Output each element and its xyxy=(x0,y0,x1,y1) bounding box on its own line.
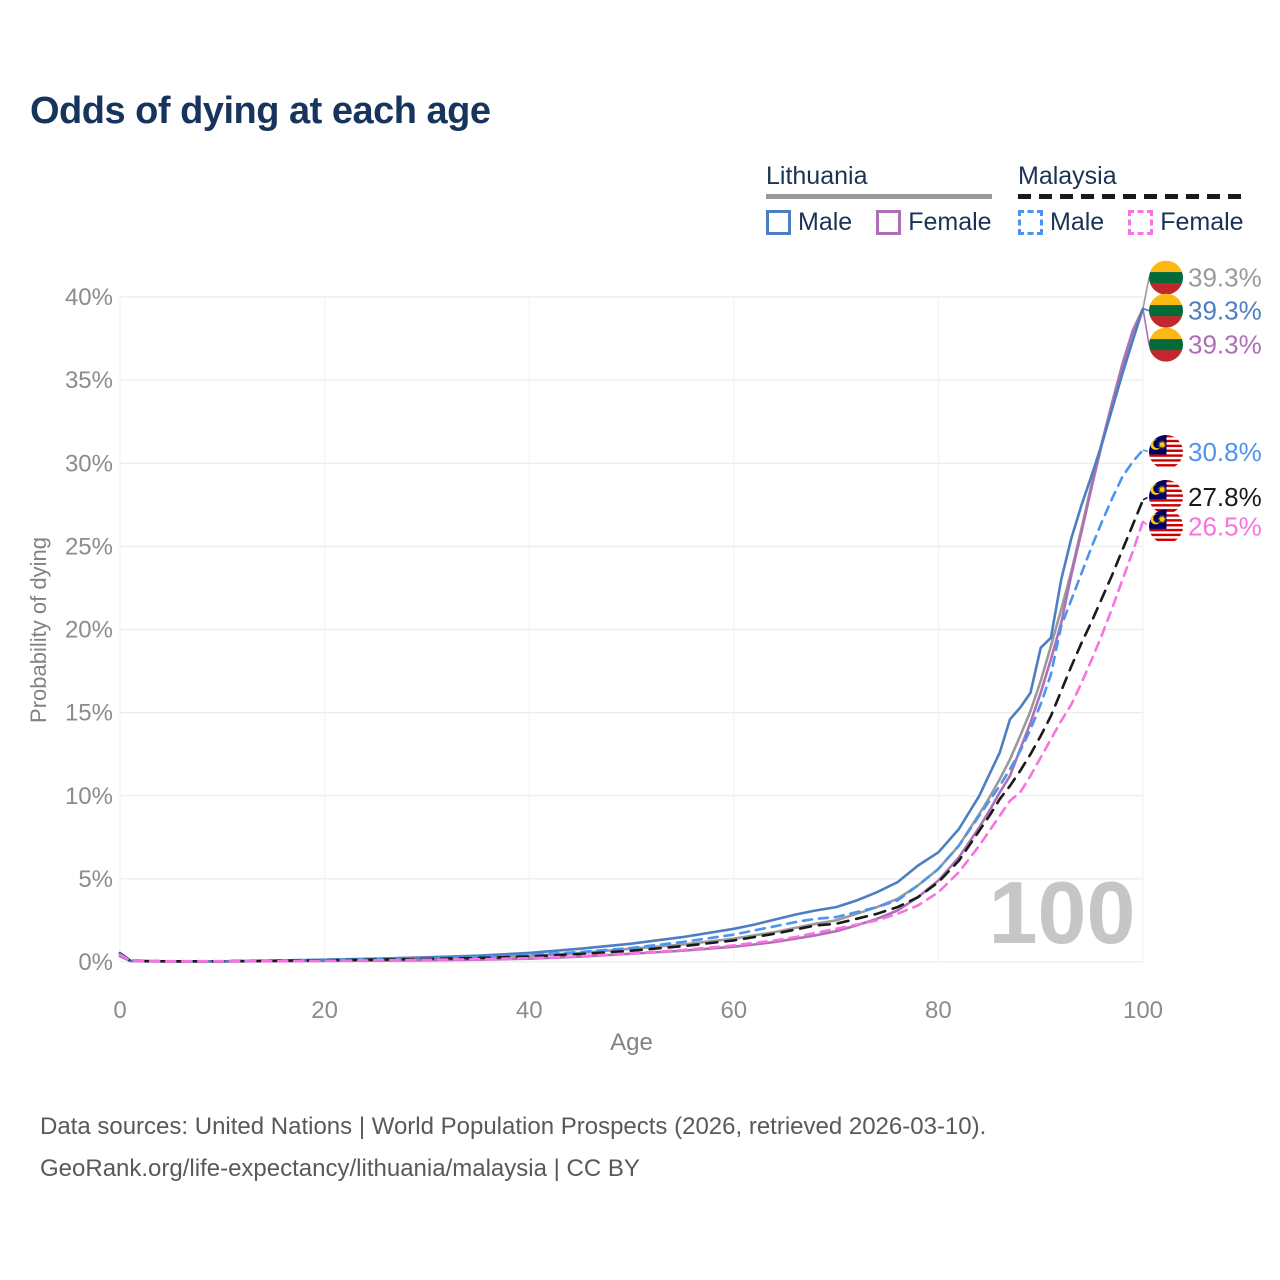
legend-label-malaysia-female: Female xyxy=(1160,208,1244,236)
flag-malaysia xyxy=(1149,434,1183,469)
end-label-malaysia-female[interactable]: 26.5% xyxy=(1188,511,1262,541)
legend-label-malaysia-male: Male xyxy=(1050,208,1105,236)
y-axis-title: Probability of dying xyxy=(26,537,51,723)
label-leader-line xyxy=(1142,496,1152,501)
x-tick-label: 0 xyxy=(113,997,126,1024)
legend-item-lithuania-male[interactable]: Male xyxy=(766,208,852,237)
series-line-malaysia-female[interactable] xyxy=(118,520,1145,963)
x-tick-label: 60 xyxy=(720,997,747,1024)
x-tick-label: 80 xyxy=(925,997,952,1024)
x-tick-label: 100 xyxy=(1123,997,1163,1024)
footer: Data sources: United Nations | World Pop… xyxy=(40,1106,986,1190)
legend-item-malaysia-female[interactable]: Female xyxy=(1128,208,1244,237)
legend-swatch-lithuania-female[interactable] xyxy=(876,210,902,235)
data-sources-text: Data sources: United Nations | World Pop… xyxy=(40,1113,987,1140)
y-tick-label: 25% xyxy=(65,533,113,560)
y-tick-label: 35% xyxy=(65,367,113,394)
legend-header-lithuania[interactable]: Lithuania xyxy=(766,162,868,190)
end-label-lithuania-male[interactable]: 39.3% xyxy=(1188,296,1262,326)
legend-swatch-lithuania-male[interactable] xyxy=(766,210,791,235)
y-tick-label: 15% xyxy=(65,700,113,727)
y-tick-label: 0% xyxy=(78,949,113,976)
legend-group-lithuania: Lithuania Male Female xyxy=(766,162,992,237)
legend-item-malaysia-male[interactable]: Male xyxy=(1018,208,1104,237)
legend-swatch-malaysia-male[interactable] xyxy=(1018,210,1043,235)
legend-item-lithuania-female[interactable]: Female xyxy=(876,208,992,237)
x-tick-label: 20 xyxy=(311,997,338,1024)
end-label-lithuania-both-sexes[interactable]: 39.3% xyxy=(1188,263,1262,293)
legend-line-sample-lithuania xyxy=(766,194,992,199)
end-label-lithuania-female[interactable]: 39.3% xyxy=(1188,330,1262,360)
x-tick-label: 40 xyxy=(516,997,543,1024)
legend-header-malaysia[interactable]: Malaysia xyxy=(1018,162,1117,190)
legend-label-lithuania-female: Female xyxy=(908,208,992,236)
flag-lithuania xyxy=(1149,293,1183,328)
flag-malaysia xyxy=(1149,479,1183,514)
x-axis-title: Age xyxy=(610,1029,653,1056)
label-leader-line xyxy=(1142,449,1152,453)
end-label-malaysia-both-sexes[interactable]: 27.8% xyxy=(1188,482,1262,512)
legend-label-lithuania-male: Male xyxy=(798,208,853,236)
flag-lithuania xyxy=(1149,327,1183,362)
attribution-text: GeoRank.org/life-expectancy/lithuania/ma… xyxy=(40,1155,640,1182)
y-tick-label: 5% xyxy=(78,866,113,893)
y-tick-label: 10% xyxy=(65,783,113,810)
y-tick-label: 20% xyxy=(65,617,113,644)
y-tick-label: 30% xyxy=(65,450,113,477)
legend-group-malaysia: Malaysia Male Female xyxy=(1018,162,1244,237)
flag-lithuania xyxy=(1149,260,1183,295)
watermark-age-100: 100 xyxy=(989,863,1136,962)
y-tick-label: 40% xyxy=(65,284,113,311)
legend-swatch-malaysia-female[interactable] xyxy=(1128,210,1154,235)
chart-title: Odds of dying at each age xyxy=(30,90,491,132)
end-label-malaysia-male[interactable]: 30.8% xyxy=(1188,437,1262,467)
legend-line-sample-malaysia xyxy=(1018,194,1244,199)
flag-malaysia xyxy=(1149,509,1183,544)
